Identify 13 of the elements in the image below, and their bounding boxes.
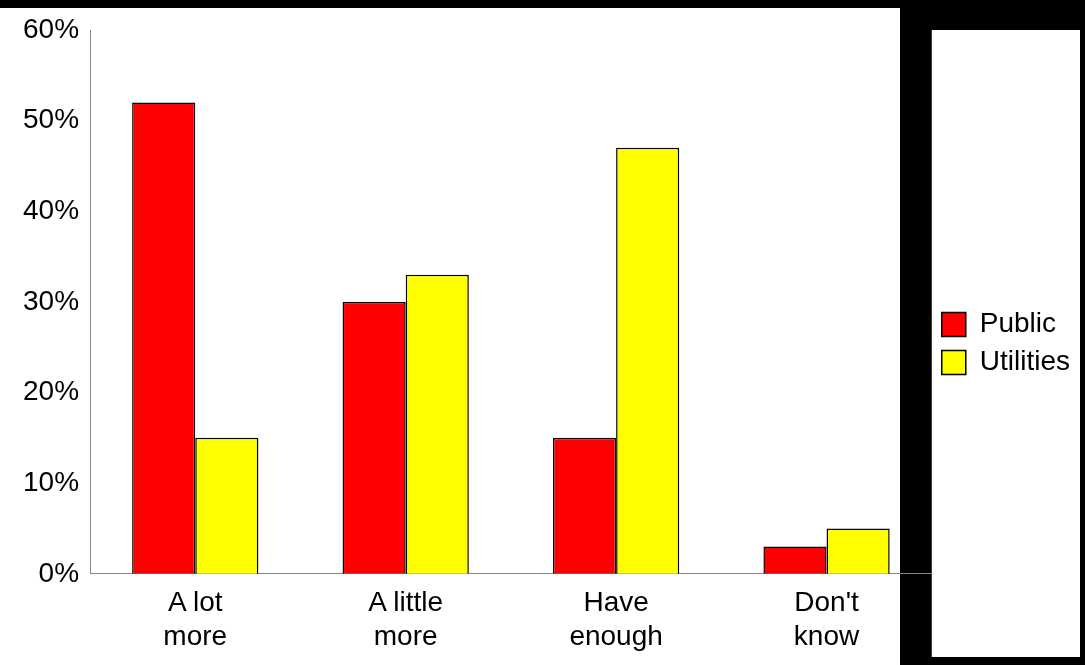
x-tick-label: A lot more: [163, 586, 228, 651]
legend-label: Utilities: [979, 345, 1070, 377]
y-tick-label: 50%: [22, 103, 80, 135]
x-tick-label: A little more: [368, 586, 444, 651]
y-tick-label: 30%: [22, 284, 80, 316]
y-tick-label: 20%: [22, 375, 80, 407]
y-tick-label: 60%: [22, 12, 80, 44]
y-tick-label: 40%: [22, 193, 80, 225]
legend-label: Public: [979, 307, 1057, 339]
y-tick-label: 0%: [38, 556, 80, 588]
x-tick-label: Have enough: [569, 586, 663, 651]
x-tick-label: Don't know: [793, 586, 861, 651]
y-tick-label: 10%: [22, 465, 80, 497]
